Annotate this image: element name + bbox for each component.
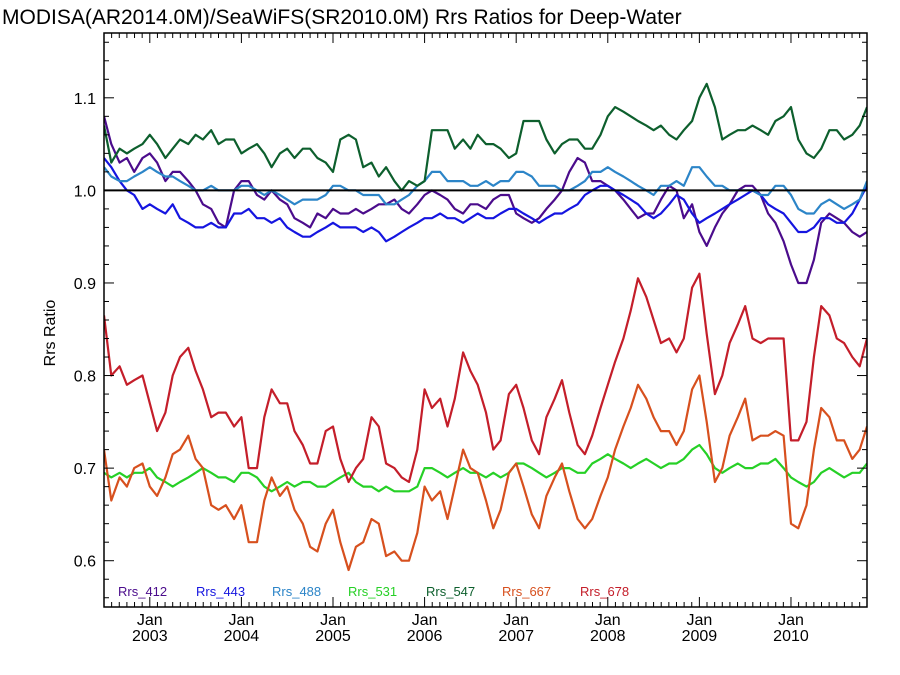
x-tick-label-month: Jan xyxy=(412,612,438,629)
x-tick-label-month: Jan xyxy=(228,612,254,629)
series-line-rrs-678 xyxy=(104,272,867,484)
y-tick-label: 1.1 xyxy=(74,91,96,108)
x-tick-label-year: 2003 xyxy=(132,628,168,645)
x-tick-label-month: Jan xyxy=(595,612,621,629)
x-tick-label-year: 2004 xyxy=(224,628,260,645)
y-tick-label: 0.7 xyxy=(74,461,96,478)
x-tick-label-month: Jan xyxy=(503,612,529,629)
x-tick-label-year: 2006 xyxy=(407,628,443,645)
chart-title: MODISA(AR2014.0M)/SeaWiFS(SR2010.0M) Rrs… xyxy=(2,6,682,29)
series-line-rrs-412 xyxy=(104,116,867,285)
x-tick-label-month: Jan xyxy=(686,612,712,629)
x-tick-label-year: 2008 xyxy=(590,628,626,645)
x-tick-label-year: 2009 xyxy=(682,628,718,645)
y-tick-label: 1.0 xyxy=(74,183,96,200)
x-tick-label-month: Jan xyxy=(778,612,804,629)
x-tick-label-year: 2007 xyxy=(498,628,534,645)
x-tick-label-year: 2005 xyxy=(315,628,351,645)
legend-entry-rrs-667: Rrs_667 xyxy=(502,584,551,599)
legend-entry-rrs-488: Rrs_488 xyxy=(272,584,321,599)
legend: Rrs_412 Rrs_443 Rrs_488 Rrs_531 Rrs_547 Rrs_6… xyxy=(118,584,629,599)
series-line-rrs-667 xyxy=(104,374,867,572)
series-line-rrs-531 xyxy=(104,443,867,493)
legend-entry-rrs-531: Rrs_531 xyxy=(348,584,397,599)
y-axis-label: Rrs Ratio xyxy=(42,300,59,367)
y-tick-label: 0.8 xyxy=(74,369,96,386)
series-line-rrs-547 xyxy=(104,82,867,192)
x-tick-label-month: Jan xyxy=(320,612,346,629)
y-tick-label: 0.9 xyxy=(74,276,96,293)
legend-entry-rrs-678: Rrs_678 xyxy=(580,584,629,599)
legend-entry-rrs-547: Rrs_547 xyxy=(426,584,475,599)
y-tick-label: 0.6 xyxy=(74,554,96,571)
series-line-rrs-443 xyxy=(104,157,867,243)
plot-area xyxy=(104,82,867,572)
x-tick-label-month: Jan xyxy=(137,612,163,629)
x-tick-label-year: 2010 xyxy=(773,628,809,645)
plot-frame xyxy=(103,32,868,608)
legend-entry-rrs-412: Rrs_412 xyxy=(118,584,167,599)
legend-entry-rrs-443: Rrs_443 xyxy=(196,584,245,599)
axes: 0.60.70.80.91.01.1Jan2003Jan2004Jan2005J… xyxy=(74,33,867,645)
